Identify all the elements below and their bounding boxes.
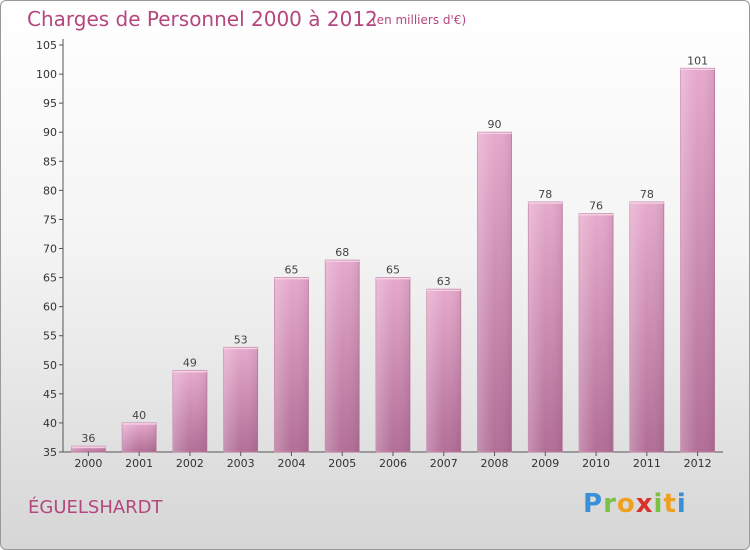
- data-label: 68: [335, 246, 349, 259]
- x-tick-label: 2004: [277, 457, 305, 470]
- bar-shade: [274, 277, 309, 452]
- y-tick-label: 95: [43, 97, 57, 110]
- y-tick-label: 55: [43, 330, 57, 343]
- x-tick-label: 2011: [633, 457, 661, 470]
- y-tick-label: 75: [43, 213, 57, 226]
- bar-shade: [477, 132, 512, 452]
- data-label: 65: [386, 264, 400, 277]
- data-label: 36: [81, 432, 95, 445]
- data-label: 90: [488, 118, 502, 131]
- x-tick-label: 2001: [125, 457, 153, 470]
- logo-letter: i: [676, 489, 687, 519]
- bar-shade: [325, 260, 360, 452]
- bar-shade: [528, 201, 563, 452]
- data-label: 78: [640, 188, 654, 201]
- chart-subtitle: (en milliers d'€): [372, 13, 467, 27]
- chart-title: Charges de Personnel 2000 à 2012: [27, 7, 378, 31]
- y-tick-label: 70: [43, 243, 57, 256]
- x-tick-label: 2000: [74, 457, 102, 470]
- logo-letter: r: [603, 489, 617, 519]
- y-tick-label: 105: [36, 39, 57, 52]
- y-tick-label: 65: [43, 272, 57, 285]
- x-tick-label: 2003: [227, 457, 255, 470]
- x-tick-label: 2012: [684, 457, 712, 470]
- logo-letter: P: [583, 489, 604, 519]
- logo-letter: x: [635, 489, 654, 519]
- location-name: ÉGUELSHARDT: [28, 497, 163, 518]
- data-label: 101: [687, 54, 708, 67]
- data-label: 78: [538, 188, 552, 201]
- data-label: 53: [234, 333, 248, 346]
- bar-shade: [71, 446, 106, 452]
- logo-letter: t: [663, 489, 677, 519]
- data-label: 76: [589, 200, 603, 213]
- data-label: 40: [132, 409, 146, 422]
- y-tick-label: 90: [43, 126, 57, 139]
- data-label: 63: [437, 275, 451, 288]
- bar-shade: [426, 289, 461, 452]
- proxiti-logo: Proxiti: [583, 489, 687, 519]
- x-tick-label: 2005: [328, 457, 356, 470]
- y-tick-label: 80: [43, 184, 57, 197]
- bar-shade: [680, 68, 715, 452]
- y-tick-label: 100: [36, 68, 57, 81]
- y-tick-label: 85: [43, 155, 57, 168]
- data-label: 65: [284, 264, 298, 277]
- bar-shade: [579, 213, 614, 452]
- bar-shade: [122, 422, 157, 452]
- y-tick-label: 50: [43, 359, 57, 372]
- logo-letter: i: [653, 489, 664, 519]
- bar-shade: [223, 347, 258, 452]
- x-tick-label: 2006: [379, 457, 407, 470]
- y-tick-label: 35: [43, 446, 57, 459]
- data-label: 49: [183, 357, 197, 370]
- bar-shade: [629, 201, 664, 452]
- x-tick-label: 2008: [481, 457, 509, 470]
- x-tick-label: 2010: [582, 457, 610, 470]
- y-tick-label: 40: [43, 417, 57, 430]
- x-tick-label: 2009: [531, 457, 559, 470]
- logo-letter: o: [616, 489, 636, 519]
- x-tick-label: 2007: [430, 457, 458, 470]
- bar-shade: [172, 370, 207, 452]
- y-tick-label: 60: [43, 301, 57, 314]
- x-tick-label: 2002: [176, 457, 204, 470]
- y-tick-label: 45: [43, 388, 57, 401]
- bar-shade: [376, 277, 410, 452]
